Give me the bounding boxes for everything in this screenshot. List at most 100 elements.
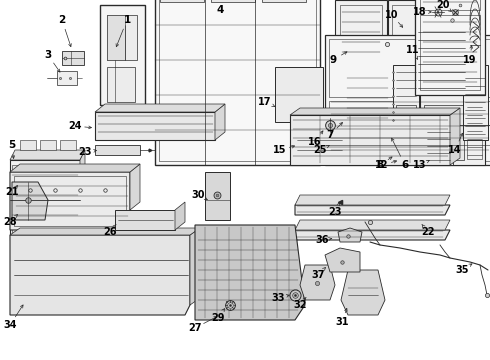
Text: 33: 33 — [271, 293, 285, 303]
Bar — [420, 60, 485, 165]
Text: 9: 9 — [329, 55, 337, 65]
Bar — [425, 133, 453, 165]
Text: 23: 23 — [328, 207, 342, 217]
Text: 19: 19 — [463, 55, 477, 65]
Text: 21: 21 — [5, 187, 19, 197]
Text: 5: 5 — [8, 140, 16, 150]
Polygon shape — [80, 150, 85, 240]
Bar — [107, 67, 135, 102]
Bar — [329, 39, 490, 97]
Bar — [345, 70, 390, 125]
Bar — [211, 0, 255, 2]
Text: 18: 18 — [413, 7, 427, 17]
Polygon shape — [10, 160, 80, 240]
Bar — [325, 35, 490, 165]
Text: 15: 15 — [273, 145, 287, 155]
Text: 23: 23 — [78, 147, 92, 157]
Polygon shape — [295, 195, 450, 205]
Polygon shape — [175, 202, 185, 230]
Bar — [335, 0, 387, 65]
Text: 16: 16 — [308, 137, 322, 147]
Text: 4: 4 — [216, 5, 224, 15]
Text: 36: 36 — [315, 235, 329, 245]
Polygon shape — [295, 220, 450, 230]
Text: 8: 8 — [376, 160, 384, 170]
Bar — [100, 5, 145, 105]
Text: 28: 28 — [3, 217, 17, 227]
Bar — [415, 0, 485, 95]
Polygon shape — [290, 115, 450, 165]
Polygon shape — [450, 108, 460, 165]
Polygon shape — [115, 210, 175, 230]
Text: 27: 27 — [188, 323, 202, 333]
Bar — [393, 65, 419, 165]
Text: 6: 6 — [401, 160, 409, 170]
Bar — [160, 0, 204, 2]
Polygon shape — [300, 265, 335, 300]
Polygon shape — [338, 228, 362, 242]
Polygon shape — [195, 225, 305, 320]
Text: 11: 11 — [406, 45, 420, 55]
Text: 37: 37 — [311, 270, 325, 280]
Polygon shape — [190, 228, 200, 305]
Bar — [205, 172, 230, 220]
Bar — [295, 127, 345, 165]
Text: 30: 30 — [191, 190, 205, 200]
Text: 10: 10 — [385, 10, 399, 20]
Polygon shape — [12, 165, 38, 237]
Polygon shape — [295, 230, 450, 240]
Bar — [388, 0, 443, 75]
Polygon shape — [325, 248, 360, 272]
Bar — [418, 21, 467, 91]
Text: 34: 34 — [3, 320, 17, 330]
Bar — [392, 5, 439, 70]
Polygon shape — [295, 205, 450, 215]
Bar — [57, 71, 77, 85]
Text: 32: 32 — [293, 300, 307, 310]
Polygon shape — [60, 140, 76, 150]
Bar — [107, 15, 137, 60]
Text: 35: 35 — [455, 265, 469, 275]
Polygon shape — [10, 164, 140, 172]
Polygon shape — [10, 235, 190, 315]
Text: 25: 25 — [313, 145, 327, 155]
Bar — [155, 0, 320, 165]
Polygon shape — [107, 15, 125, 60]
Bar — [325, 125, 490, 165]
Bar — [262, 0, 306, 2]
Text: 3: 3 — [45, 50, 51, 60]
Polygon shape — [290, 108, 460, 115]
Bar — [14, 176, 126, 226]
Text: 12: 12 — [375, 160, 389, 170]
Polygon shape — [40, 165, 60, 237]
Text: 20: 20 — [436, 0, 450, 10]
Polygon shape — [10, 228, 200, 235]
Text: 31: 31 — [335, 317, 349, 327]
Polygon shape — [95, 104, 225, 112]
Text: 24: 24 — [68, 121, 82, 131]
Polygon shape — [40, 140, 56, 150]
Polygon shape — [95, 112, 215, 140]
Text: 17: 17 — [258, 97, 272, 107]
Polygon shape — [215, 104, 225, 140]
Text: 7: 7 — [326, 130, 334, 140]
Polygon shape — [341, 270, 385, 315]
Text: 29: 29 — [211, 313, 225, 323]
Bar — [62, 51, 84, 65]
Polygon shape — [130, 164, 140, 210]
Text: 22: 22 — [421, 227, 435, 237]
Text: 26: 26 — [103, 227, 117, 237]
Text: 13: 13 — [413, 160, 427, 170]
Polygon shape — [95, 145, 140, 155]
Bar — [467, 99, 482, 159]
Bar — [420, 15, 480, 90]
Polygon shape — [62, 165, 78, 237]
Text: 14: 14 — [448, 145, 462, 155]
Polygon shape — [340, 65, 395, 130]
Bar — [329, 101, 490, 161]
Bar — [424, 105, 464, 160]
Polygon shape — [10, 150, 85, 160]
Bar — [463, 65, 488, 140]
Bar — [340, 5, 382, 60]
Bar — [275, 67, 323, 122]
